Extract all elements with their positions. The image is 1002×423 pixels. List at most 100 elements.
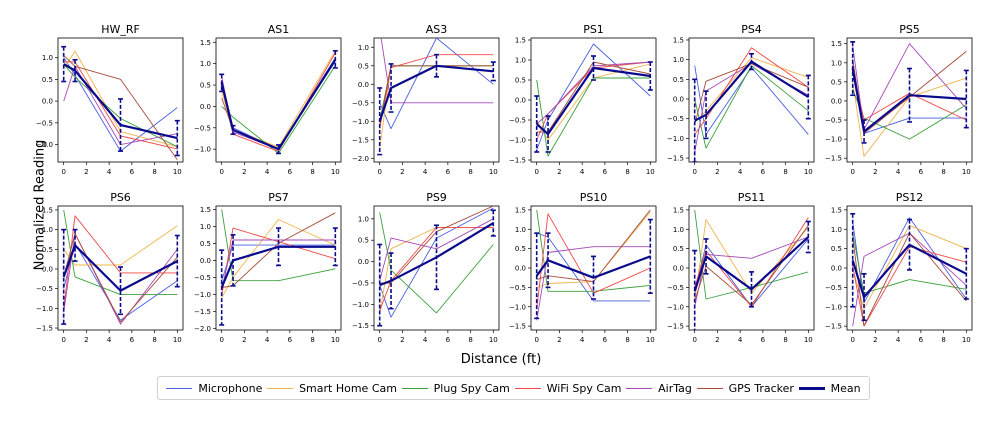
y-tick-label: 0.0 (42, 98, 53, 106)
y-tick-label: −0.5 (825, 284, 842, 292)
x-tick-label: 2 (242, 336, 246, 344)
legend-item-wifi-spy-cam: WiFi Spy Cam (514, 382, 621, 395)
y-tick-label: 1.5 (673, 36, 684, 44)
x-tick-label: 8 (941, 336, 945, 344)
x-axis-label: Distance (ft) (460, 352, 542, 367)
x-tick-label: 10 (962, 336, 971, 344)
x-tick-label: 0 (850, 336, 854, 344)
x-tick-label: 10 (804, 168, 813, 176)
y-tick-label: −0.5 (352, 279, 369, 287)
x-tick-label: 10 (173, 168, 182, 176)
y-tick-label: 0.0 (358, 258, 369, 266)
series-line-gps-tracker (221, 212, 336, 288)
y-tick-label: 0.5 (515, 245, 526, 253)
y-tick-label: 1.5 (515, 37, 526, 45)
series-line-mean (378, 64, 494, 122)
y-tick-label: −1.5 (667, 323, 684, 331)
y-tick-label: −2.0 (194, 325, 211, 333)
plot-area (219, 50, 338, 155)
legend-item-gps-tracker: GPS Tracker (696, 382, 794, 395)
x-tick-label: 4 (738, 336, 743, 344)
x-tick-label: 10 (804, 336, 813, 344)
x-tick-label: 10 (331, 168, 340, 176)
x-tick-label: 4 (896, 168, 901, 176)
series-line-airtag (536, 61, 651, 125)
subplot-title: PS1 (583, 23, 604, 36)
x-tick-label: 2 (400, 336, 404, 344)
series-line-airtag (221, 239, 336, 290)
x-tick-label: 0 (61, 336, 65, 344)
series-line-airtag (536, 246, 651, 321)
y-tick-label: 1.0 (200, 60, 211, 68)
y-tick-label: 0.5 (831, 78, 842, 86)
series-line-wifi-spy-cam (694, 47, 809, 135)
x-tick-label: 2 (715, 168, 719, 176)
series-line-plug-spy-cam (221, 65, 336, 154)
y-tick-label: −0.5 (509, 117, 526, 125)
x-tick-label: 4 (896, 336, 901, 344)
subplot-title: PS7 (268, 191, 289, 204)
y-tick-label: 0.5 (358, 62, 369, 70)
series-line-wifi-spy-cam (221, 52, 336, 152)
y-tick-label: 1.5 (200, 206, 211, 214)
series-line-microphone (63, 242, 178, 321)
plot-frame (215, 37, 342, 163)
x-tick-label: 10 (962, 168, 971, 176)
x-tick-label: 8 (941, 168, 945, 176)
series-line-mean (63, 63, 178, 140)
y-tick-label: 1.5 (831, 206, 842, 214)
legend-swatch (696, 387, 723, 389)
series-line-airtag (63, 233, 178, 325)
y-tick-label: −1.5 (36, 325, 53, 333)
plot-area (534, 209, 653, 321)
x-tick-label: 6 (288, 168, 293, 176)
series-line-smart-home-cam (63, 225, 178, 266)
y-tick-label: 1.0 (515, 57, 526, 65)
y-tick-label: −1.0 (667, 135, 684, 143)
y-tick-label: 1.0 (358, 215, 369, 223)
y-tick-label: 0.0 (673, 265, 684, 273)
y-tick-label: −2.0 (352, 155, 369, 163)
series-line-gps-tracker (221, 59, 336, 150)
y-tick-label: 1.5 (200, 39, 211, 47)
x-tick-label: 0 (534, 336, 538, 344)
legend-label: Plug Spy Cam (433, 381, 510, 395)
x-tick-label: 8 (152, 336, 156, 344)
legend-label: AirTag (658, 381, 692, 395)
legend-swatch (267, 387, 294, 389)
series-line-microphone (536, 232, 651, 302)
y-tick-label: −1.5 (667, 155, 684, 163)
series-line-gps-tracker (536, 209, 651, 283)
y-tick-label: −1.0 (352, 301, 369, 309)
series-line-plug-spy-cam (536, 77, 651, 157)
legend-swatch (166, 387, 193, 389)
x-tick-label: 0 (219, 168, 223, 176)
x-tick-label: 2 (715, 336, 719, 344)
y-tick-label: 0.0 (831, 265, 842, 273)
x-tick-label: 4 (265, 336, 270, 344)
x-tick-label: 4 (738, 168, 743, 176)
x-tick-label: 2 (84, 168, 88, 176)
legend-label: Smart Home Cam (299, 381, 397, 395)
series-line-airtag (852, 43, 967, 131)
legend-swatch (514, 387, 541, 389)
subplot-title: PS11 (738, 191, 766, 204)
y-tick-label: −1.0 (36, 141, 53, 149)
x-tick-label: 8 (468, 168, 472, 176)
x-tick-label: 0 (692, 168, 696, 176)
subplot-title: PS10 (580, 191, 608, 204)
series-line-wifi-spy-cam (852, 246, 967, 327)
x-tick-label: 4 (423, 168, 428, 176)
subplot-title: AS3 (426, 23, 448, 36)
x-tick-label: 10 (646, 336, 655, 344)
y-tick-label: −0.5 (825, 117, 842, 125)
y-tick-label: −1.0 (352, 118, 369, 126)
x-tick-label: 2 (84, 336, 88, 344)
y-tick-label: 0.0 (831, 97, 842, 105)
y-tick-label: 0.0 (515, 265, 526, 273)
x-tick-label: 6 (761, 168, 766, 176)
plot-area (850, 212, 969, 327)
plot-area (377, 206, 496, 327)
x-tick-label: 0 (534, 168, 538, 176)
